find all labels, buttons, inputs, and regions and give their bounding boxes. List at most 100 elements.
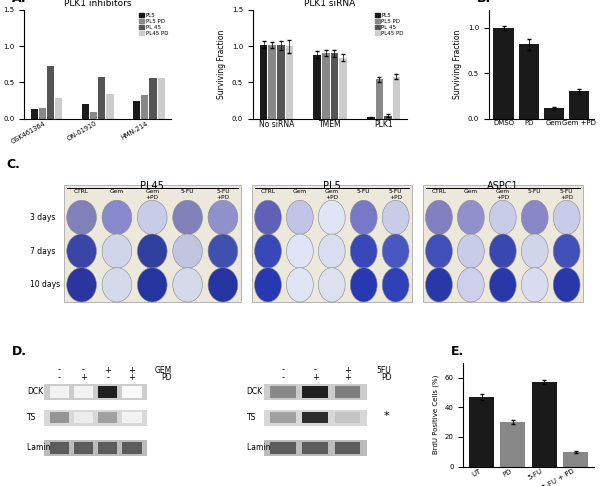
Bar [500, 422, 526, 467]
FancyBboxPatch shape [335, 386, 361, 398]
Bar [322, 53, 329, 119]
Bar [277, 45, 284, 119]
Text: Lamin B: Lamin B [27, 443, 58, 452]
Text: B.: B. [477, 0, 491, 5]
Ellipse shape [67, 268, 97, 302]
Bar [39, 108, 46, 119]
Title: PLK1 inhibitors: PLK1 inhibitors [64, 0, 131, 8]
Bar [563, 451, 588, 467]
Text: +: + [128, 365, 136, 375]
Ellipse shape [173, 268, 202, 302]
FancyBboxPatch shape [263, 410, 367, 426]
Text: -: - [281, 365, 284, 375]
Ellipse shape [102, 200, 132, 235]
Bar [31, 109, 38, 119]
Text: 7 days: 7 days [30, 246, 55, 256]
Ellipse shape [254, 200, 281, 235]
FancyBboxPatch shape [270, 412, 296, 423]
Ellipse shape [457, 200, 484, 235]
Bar [149, 78, 157, 119]
Bar [532, 382, 557, 467]
FancyBboxPatch shape [49, 412, 69, 423]
Ellipse shape [350, 268, 377, 302]
Ellipse shape [208, 234, 238, 268]
Text: -: - [58, 365, 61, 375]
Ellipse shape [319, 234, 345, 268]
Bar [518, 44, 539, 119]
Ellipse shape [425, 200, 452, 235]
Ellipse shape [350, 234, 377, 268]
Bar [331, 53, 338, 119]
FancyBboxPatch shape [44, 384, 147, 399]
Ellipse shape [382, 268, 409, 302]
Ellipse shape [490, 234, 516, 268]
FancyBboxPatch shape [98, 386, 118, 398]
Bar [133, 101, 140, 119]
Text: TS: TS [247, 413, 256, 422]
Bar [141, 95, 148, 119]
Text: ASPC1: ASPC1 [487, 181, 518, 191]
Y-axis label: BrdU Positive Cells (%): BrdU Positive Cells (%) [433, 375, 439, 454]
Ellipse shape [521, 234, 548, 268]
Ellipse shape [286, 234, 313, 268]
Title: PLK1 siRNA: PLK1 siRNA [304, 0, 356, 8]
FancyBboxPatch shape [74, 412, 93, 423]
Text: +: + [344, 365, 351, 375]
FancyBboxPatch shape [49, 442, 69, 453]
Ellipse shape [319, 268, 345, 302]
Text: -: - [58, 373, 61, 382]
Bar [339, 58, 347, 119]
FancyBboxPatch shape [44, 440, 147, 456]
Ellipse shape [67, 200, 97, 235]
FancyBboxPatch shape [270, 442, 296, 453]
Text: D.: D. [12, 345, 27, 358]
FancyBboxPatch shape [44, 410, 147, 426]
Ellipse shape [553, 234, 580, 268]
FancyBboxPatch shape [423, 185, 583, 302]
FancyBboxPatch shape [252, 185, 412, 302]
Bar [158, 78, 165, 119]
Legend: PL5, PL5 PD, PL 45, PL45 PD: PL5, PL5 PD, PL 45, PL45 PD [139, 13, 169, 36]
Text: PL5: PL5 [323, 181, 341, 191]
Text: *: * [384, 411, 389, 421]
Text: -: - [281, 373, 284, 382]
Bar [268, 45, 276, 119]
Text: C.: C. [6, 158, 20, 171]
FancyBboxPatch shape [98, 442, 118, 453]
Bar [384, 116, 392, 119]
Ellipse shape [319, 200, 345, 235]
Bar [106, 94, 113, 119]
Text: 5FU: 5FU [377, 365, 391, 375]
Bar [47, 67, 54, 119]
Bar [367, 117, 374, 119]
Text: Gem
+PD: Gem +PD [145, 189, 160, 200]
Ellipse shape [457, 234, 484, 268]
Text: Gem: Gem [293, 189, 307, 194]
Text: -: - [106, 373, 109, 382]
Ellipse shape [173, 234, 202, 268]
Text: DCK: DCK [247, 387, 263, 396]
Text: Gem: Gem [110, 189, 124, 194]
Text: +: + [128, 373, 136, 382]
FancyBboxPatch shape [263, 440, 367, 456]
Text: 5-FU
+PD: 5-FU +PD [216, 189, 230, 200]
Ellipse shape [102, 268, 132, 302]
Ellipse shape [137, 200, 167, 235]
Ellipse shape [425, 268, 452, 302]
Ellipse shape [173, 200, 202, 235]
Ellipse shape [382, 200, 409, 235]
Ellipse shape [553, 200, 580, 235]
Text: -: - [82, 365, 85, 375]
Bar [55, 98, 62, 119]
Text: 5-FU: 5-FU [528, 189, 541, 194]
Text: 5-FU
+PD: 5-FU +PD [560, 189, 574, 200]
Ellipse shape [254, 234, 281, 268]
FancyBboxPatch shape [122, 442, 142, 453]
FancyBboxPatch shape [74, 442, 93, 453]
FancyBboxPatch shape [122, 386, 142, 398]
Ellipse shape [382, 234, 409, 268]
Y-axis label: Surviving Fraction: Surviving Fraction [453, 30, 462, 99]
Ellipse shape [208, 268, 238, 302]
Bar [493, 28, 514, 119]
FancyBboxPatch shape [302, 412, 328, 423]
